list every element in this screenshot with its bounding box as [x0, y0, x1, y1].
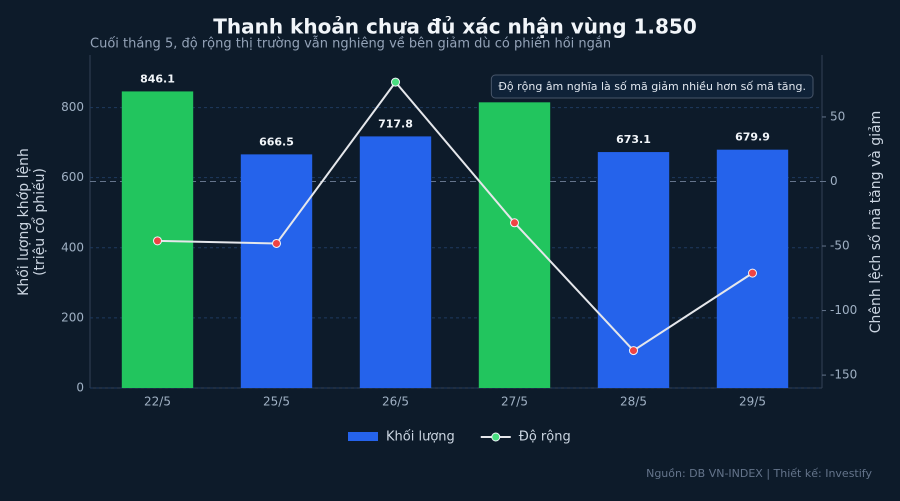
line-point [629, 346, 638, 356]
x-tick-label: 22/5 [144, 395, 171, 409]
y2-tick-label: -50 [830, 239, 850, 253]
y-axis-title: Khối lượng khớp lệnh(triệu cổ phiếu) [15, 148, 48, 296]
legend-label: Khối lượng [386, 430, 455, 445]
data-label: 666.5 [259, 135, 294, 148]
y2-axis-title: Chênh lệch số mã tăng và giảm [867, 111, 884, 334]
chart-title: Thanh khoản chưa đủ xác nhận vùng 1.850 [213, 15, 697, 39]
bar [240, 154, 313, 388]
bar [478, 102, 551, 389]
y-tick-label: 400 [61, 240, 84, 254]
line-point [510, 218, 519, 228]
y2-tick-label: -150 [830, 368, 857, 382]
source: Nguồn: DB VN-INDEX | Thiết kế: Investify [646, 467, 872, 480]
y-tick-label: 600 [61, 170, 84, 184]
y-axis-title-line: (triệu cổ phiếu) [31, 168, 48, 276]
x-tick-label: 26/5 [382, 395, 409, 409]
chart-subtitle: Cuối tháng 5, độ rộng thị trường vẫn ngh… [90, 37, 611, 52]
line-point [748, 268, 757, 278]
y2-tick-label: -100 [830, 303, 857, 317]
line-point [153, 236, 162, 246]
annotation-box [490, 74, 814, 99]
legend-swatch [348, 432, 378, 441]
annotation: Độ rộng âm nghĩa là số mã giảm nhiều hơn… [498, 80, 806, 93]
data-label: 673.1 [616, 133, 651, 146]
bar [359, 136, 432, 388]
line [157, 80, 754, 352]
data-label: 846.1 [140, 72, 175, 85]
line-point [391, 77, 400, 87]
legend-marker [491, 432, 501, 442]
x-tick-label: 28/5 [620, 395, 647, 409]
legend-label: Độ rộng [519, 430, 571, 445]
data-label: 679.9 [735, 131, 770, 144]
x-tick-label: 27/5 [501, 395, 528, 409]
x-tick-label: 29/5 [739, 395, 766, 409]
y2-tick-label: 50 [830, 109, 845, 123]
y-axis-title-line: Khối lượng khớp lệnh [15, 148, 32, 296]
y-tick-label: 0 [76, 381, 84, 395]
data-label: 717.8 [378, 117, 413, 130]
y2-tick-label: 0 [830, 174, 838, 188]
y-tick-label: 200 [61, 310, 84, 324]
line-point [272, 238, 281, 248]
y-tick-label: 800 [61, 100, 84, 114]
x-tick-label: 25/5 [263, 395, 290, 409]
